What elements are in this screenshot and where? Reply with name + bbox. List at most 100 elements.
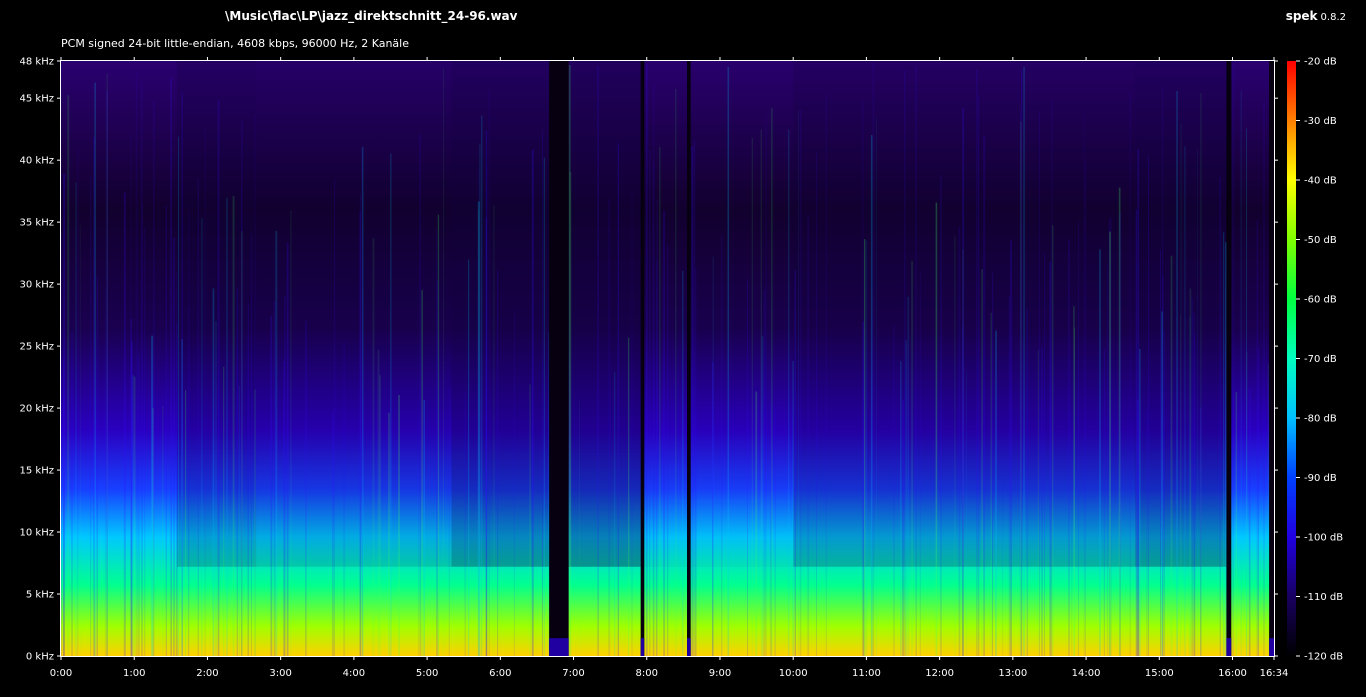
time-label: 1:00: [123, 668, 145, 679]
energy-segment: [568, 61, 641, 567]
db-color-scale: -20 dB -30 dB -40 dB -50 dB -60 dB -70 dB -80 …: [1287, 57, 1343, 663]
spectral-streak: [141, 81, 143, 657]
spectral-streak: [940, 175, 942, 656]
spectral-streak: [1039, 110, 1040, 656]
spectral-streak: [254, 389, 256, 656]
spectral-streak: [1170, 255, 1173, 656]
spectral-streak: [152, 408, 154, 656]
spectral-streak: [1246, 128, 1247, 657]
spectral-streak: [388, 412, 390, 656]
spectral-streak: [1184, 146, 1186, 656]
spectral-streak: [283, 360, 285, 656]
spectral-streak: [94, 82, 96, 657]
spectral-streak: [579, 400, 580, 656]
spectral-streak: [443, 68, 444, 656]
spectral-streak: [486, 165, 488, 656]
spectral-streak: [173, 237, 175, 656]
spectral-streak: [529, 384, 531, 656]
silence-gap: [687, 61, 691, 656]
spectral-streak: [485, 217, 487, 656]
spectral-streak: [165, 205, 167, 656]
spectral-streak: [876, 117, 877, 656]
spectral-streak: [966, 371, 967, 656]
spectral-streak: [1194, 333, 1196, 656]
spectral-streak: [990, 312, 992, 656]
spectral-streak: [1235, 391, 1238, 656]
spectral-streak: [133, 376, 136, 656]
spectral-streak: [531, 150, 534, 656]
spectral-streak: [597, 66, 599, 656]
spectral-streak: [250, 233, 252, 656]
spectral-streak: [464, 392, 467, 656]
spectral-streak: [771, 108, 773, 657]
spectral-streak: [1180, 123, 1182, 656]
spectral-streak: [1023, 66, 1025, 656]
spectral-streak: [1232, 63, 1234, 657]
spectral-streak: [204, 128, 206, 657]
freq-label: 15 kHz: [20, 466, 54, 477]
spectral-streak: [90, 176, 92, 656]
spectral-streak: [135, 72, 138, 656]
spectral-streak: [217, 99, 220, 657]
spectral-streak: [548, 331, 550, 656]
silence-gap: [1226, 61, 1232, 656]
spectral-streak: [961, 326, 963, 656]
db-label: -30 dB: [1304, 116, 1337, 127]
app-version: 0.8.2: [1320, 12, 1346, 23]
spectral-streak: [1136, 399, 1139, 656]
spectral-streak: [1021, 69, 1023, 657]
spectral-streak: [137, 353, 140, 656]
spectral-streak: [93, 136, 95, 656]
spectral-streak: [479, 143, 481, 656]
spectral-streak: [343, 341, 346, 656]
spectral-streak: [712, 256, 714, 656]
spectral-streak: [792, 361, 794, 656]
spectral-streak: [798, 110, 799, 656]
time-label: 11:00: [852, 668, 881, 679]
time-label: 12:00: [925, 668, 954, 679]
spectral-streak: [1051, 100, 1053, 657]
spectral-streak: [981, 269, 983, 656]
spectral-streak: [162, 405, 164, 656]
energy-segment: [256, 61, 452, 567]
spectral-streak: [760, 129, 762, 657]
freq-label: 35 kHz: [20, 218, 54, 229]
spectral-streak: [478, 168, 480, 656]
spectral-streak: [151, 335, 154, 656]
spectral-streak: [763, 290, 766, 656]
spectral-streak: [608, 199, 611, 656]
spectral-streak: [655, 261, 657, 656]
spectral-streak: [721, 235, 723, 656]
db-label: -20 dB: [1304, 57, 1337, 68]
spectral-streak: [141, 202, 143, 656]
spectral-streak: [178, 136, 179, 657]
time-label: 10:00: [779, 668, 808, 679]
time-label: 15:00: [1145, 668, 1174, 679]
db-label: -110 dB: [1304, 592, 1343, 603]
spectral-streak: [864, 239, 866, 656]
time-label: 2:00: [196, 668, 218, 679]
spectral-streak: [485, 131, 488, 656]
spectral-streak: [334, 179, 335, 656]
spectral-streak: [978, 95, 980, 656]
energy-segment: [451, 61, 550, 567]
spectral-streak: [468, 259, 470, 656]
spectral-streak: [663, 210, 665, 656]
spectral-streak: [185, 389, 187, 656]
spectral-streak: [1162, 274, 1164, 656]
spectral-streak: [123, 192, 126, 656]
spectral-streak: [751, 137, 753, 656]
spectral-streak: [1020, 121, 1022, 656]
spectral-streak: [816, 151, 817, 656]
spectral-streak: [1258, 348, 1259, 656]
spectral-streak: [418, 417, 419, 656]
spectral-streak: [181, 92, 183, 656]
spectral-streak: [1108, 218, 1111, 656]
spectral-streak: [241, 120, 243, 657]
spectral-streak: [305, 320, 307, 656]
silence-gap: [549, 61, 569, 656]
spectral-streak: [238, 385, 240, 656]
spectral-streak: [75, 182, 77, 656]
